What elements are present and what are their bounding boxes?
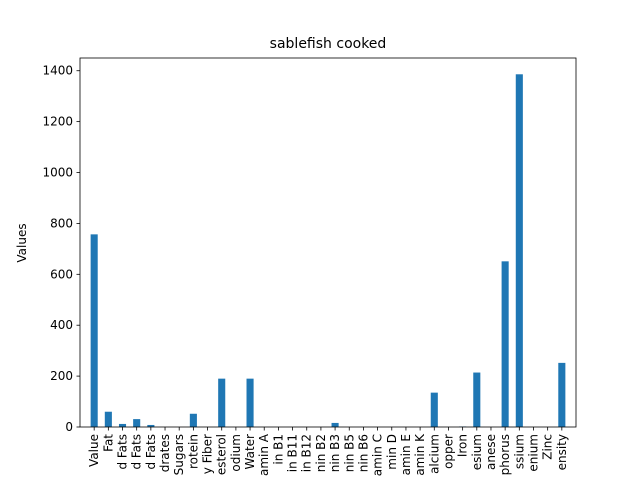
- y-tick-label: 0: [65, 420, 73, 434]
- x-tick-label: esium: [470, 434, 484, 470]
- x-tick-label: Sugars: [172, 434, 186, 475]
- x-tick-label: min D: [385, 434, 399, 470]
- x-tick-label: Value: [87, 434, 101, 467]
- x-tick-label: amin K: [413, 433, 427, 476]
- x-tick-label: amin C: [371, 434, 385, 476]
- x-tick-label: esterol: [215, 434, 229, 475]
- x-tick-label: nin B6: [356, 434, 370, 472]
- y-tick-label: 600: [50, 267, 73, 281]
- bar: [218, 379, 225, 427]
- x-tick-label: in B12: [300, 434, 314, 472]
- y-axis-label: Values: [15, 223, 29, 262]
- bar: [502, 261, 509, 427]
- x-tick-label: in B11: [286, 434, 300, 472]
- bar: [247, 379, 254, 427]
- x-tick-label: d Fats: [130, 434, 144, 470]
- y-tick-label: 400: [50, 318, 73, 332]
- x-tick-label: amin E: [399, 434, 413, 475]
- bar: [431, 393, 438, 427]
- y-tick-label: 1000: [42, 166, 73, 180]
- bar: [332, 423, 339, 427]
- x-tick-label: Fat: [101, 434, 115, 452]
- x-tick-label: opper: [441, 434, 455, 469]
- x-tick-label: nin B3: [328, 434, 342, 472]
- x-tick-label: enium: [526, 434, 540, 472]
- bar: [119, 424, 126, 427]
- x-tick-label: y Fiber: [201, 434, 215, 474]
- bar: [105, 412, 112, 427]
- chart-title: sablefish cooked: [270, 36, 387, 52]
- x-tick-label: rotein: [186, 434, 200, 469]
- bar: [473, 373, 480, 427]
- x-tick-label: nin B2: [314, 434, 328, 472]
- bar: [558, 363, 565, 427]
- x-tick-label: d Fats: [144, 434, 158, 470]
- x-tick-label: Water: [243, 434, 257, 470]
- x-tick-label: drates: [158, 434, 172, 472]
- x-tick-label: odium: [229, 434, 243, 472]
- x-tick-label: Iron: [456, 434, 470, 457]
- x-tick-label: ensity: [555, 434, 569, 470]
- x-tick-label: nin B5: [342, 434, 356, 472]
- bar: [516, 74, 523, 427]
- x-tick-label: alcium: [427, 434, 441, 474]
- x-tick-label: ssium: [512, 434, 526, 469]
- bar: [91, 234, 98, 427]
- x-tick-label: amin A: [257, 433, 271, 476]
- y-tick-label: 1400: [42, 64, 73, 78]
- x-tick-label: phorus: [498, 434, 512, 475]
- bar: [133, 419, 140, 427]
- x-axis: Value Fat d Fats d Fats d Fats drates Sugars ro…: [87, 427, 569, 476]
- y-tick-label: 200: [50, 369, 73, 383]
- y-tick-label: 800: [50, 216, 73, 230]
- bar: [190, 414, 197, 427]
- x-tick-label: d Fats: [116, 434, 130, 470]
- x-tick-label: in B1: [271, 434, 285, 465]
- x-tick-label: anese: [484, 434, 498, 470]
- y-tick-label: 1200: [42, 115, 73, 129]
- x-tick-label: Zinc: [541, 434, 555, 460]
